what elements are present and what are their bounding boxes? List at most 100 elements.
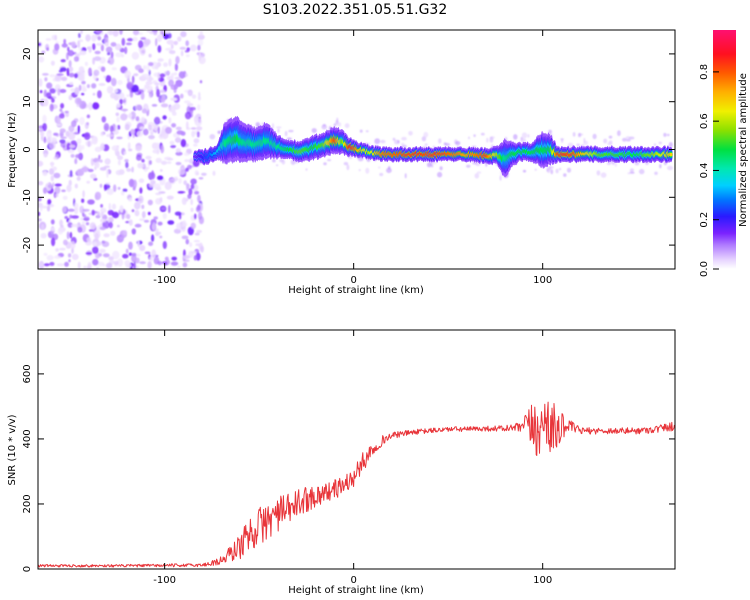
noise-speckle: [120, 113, 128, 121]
noise-speckle: [92, 157, 100, 163]
noise-speckle: [107, 60, 111, 64]
noise-speckle: [189, 242, 193, 248]
ridge-halo-speckle: [388, 166, 391, 170]
noise-speckle: [69, 231, 73, 239]
noise-speckle: [126, 81, 134, 89]
ridge-halo-speckle: [534, 168, 537, 171]
noise-speckle: [135, 116, 140, 122]
noise-speckle: [86, 122, 89, 126]
noise-speckle: [41, 50, 46, 54]
ridge-halo-speckle: [596, 170, 601, 176]
noise-speckle: [105, 182, 111, 185]
ridge-halo-speckle: [634, 161, 640, 166]
noise-speckle: [92, 92, 96, 96]
noise-speckle: [160, 128, 166, 137]
ridge-cell: [669, 152, 673, 157]
noise-speckle: [155, 198, 162, 205]
noise-speckle: [122, 99, 126, 104]
noise-speckle: [181, 221, 186, 228]
noise-speckle: [44, 77, 48, 82]
noise-speckle: [128, 252, 132, 256]
noise-speckle: [165, 47, 173, 51]
noise-speckle: [156, 88, 161, 98]
noise-speckle: [152, 124, 159, 131]
noise-speckle: [117, 224, 120, 228]
noise-speckle: [55, 193, 59, 198]
ridge-halo-speckle: [560, 138, 564, 141]
noise-speckle: [93, 69, 100, 77]
noise-speckle: [136, 104, 143, 111]
ridge-halo-speckle: [343, 162, 349, 166]
noise-speckle: [86, 237, 92, 243]
noise-speckle: [78, 47, 83, 51]
y-tick-label: 0: [22, 566, 33, 572]
noise-speckle: [108, 221, 113, 229]
ridge-halo-speckle: [386, 167, 392, 174]
noise-speckle: [66, 67, 70, 77]
noise-speckle: [199, 31, 203, 36]
noise-speckle: [81, 85, 86, 89]
noise-speckle: [166, 157, 174, 161]
noise-speckle: [108, 202, 112, 211]
noise-speckle: [43, 252, 48, 256]
noise-speckle: [51, 98, 55, 103]
noise-speckle: [135, 145, 142, 152]
noise-speckle: [43, 187, 47, 194]
ridge-halo-speckle: [489, 136, 494, 143]
noise-speckle: [185, 73, 188, 77]
ridge-halo-speckle: [277, 128, 280, 133]
noise-speckle: [57, 88, 61, 96]
noise-speckle: [136, 130, 143, 137]
ridge-halo-speckle: [583, 137, 586, 143]
noise-speckle: [118, 169, 125, 175]
noise-speckle: [43, 263, 50, 267]
ridge-halo-speckle: [305, 168, 308, 171]
noise-speckle: [138, 178, 145, 183]
noise-speckle: [196, 126, 203, 131]
noise-speckle: [54, 34, 58, 41]
noise-speckle: [38, 181, 44, 186]
noise-speckle: [173, 228, 182, 234]
noise-speckle: [166, 70, 170, 76]
noise-speckle: [81, 80, 86, 85]
noise-speckle: [155, 157, 162, 163]
noise-speckle: [110, 51, 114, 59]
noise-speckle: [143, 219, 150, 223]
ridge-halo-speckle: [438, 138, 442, 144]
noise-speckle: [99, 167, 107, 171]
noise-speckle: [105, 75, 112, 83]
y-tick-label: 400: [22, 429, 33, 448]
noise-speckle: [64, 110, 69, 114]
noise-speckle: [188, 188, 193, 196]
noise-speckle: [116, 103, 121, 108]
noise-speckle: [100, 66, 106, 72]
snr-series-line: [38, 401, 675, 568]
noise-speckle: [49, 103, 54, 112]
noise-speckle: [82, 208, 90, 212]
noise-speckle: [59, 128, 66, 133]
noise-speckle: [168, 117, 172, 124]
noise-speckle: [156, 186, 162, 191]
noise-speckle: [182, 255, 191, 259]
noise-speckle: [70, 88, 76, 92]
noise-speckle: [143, 168, 148, 172]
noise-speckle: [82, 190, 85, 198]
snr-panel: -100 0 100 0 200 400 600 Height of straight li…: [7, 329, 676, 596]
noise-speckle: [95, 241, 102, 246]
noise-speckle: [69, 144, 76, 149]
noise-speckle: [190, 250, 197, 254]
noise-speckle: [42, 122, 47, 132]
noise-speckle: [131, 166, 134, 173]
noise-speckle: [83, 265, 87, 269]
noise-speckle: [94, 50, 101, 55]
noise-speckle: [174, 63, 178, 72]
noise-speckle: [170, 144, 177, 149]
noise-speckle: [82, 214, 87, 218]
ridge-halo-speckle: [275, 164, 279, 167]
noise-speckle: [159, 169, 163, 172]
noise-speckle: [156, 142, 160, 151]
noise-speckle: [56, 73, 64, 76]
noise-speckle: [119, 205, 124, 213]
noise-speckle: [97, 90, 102, 99]
